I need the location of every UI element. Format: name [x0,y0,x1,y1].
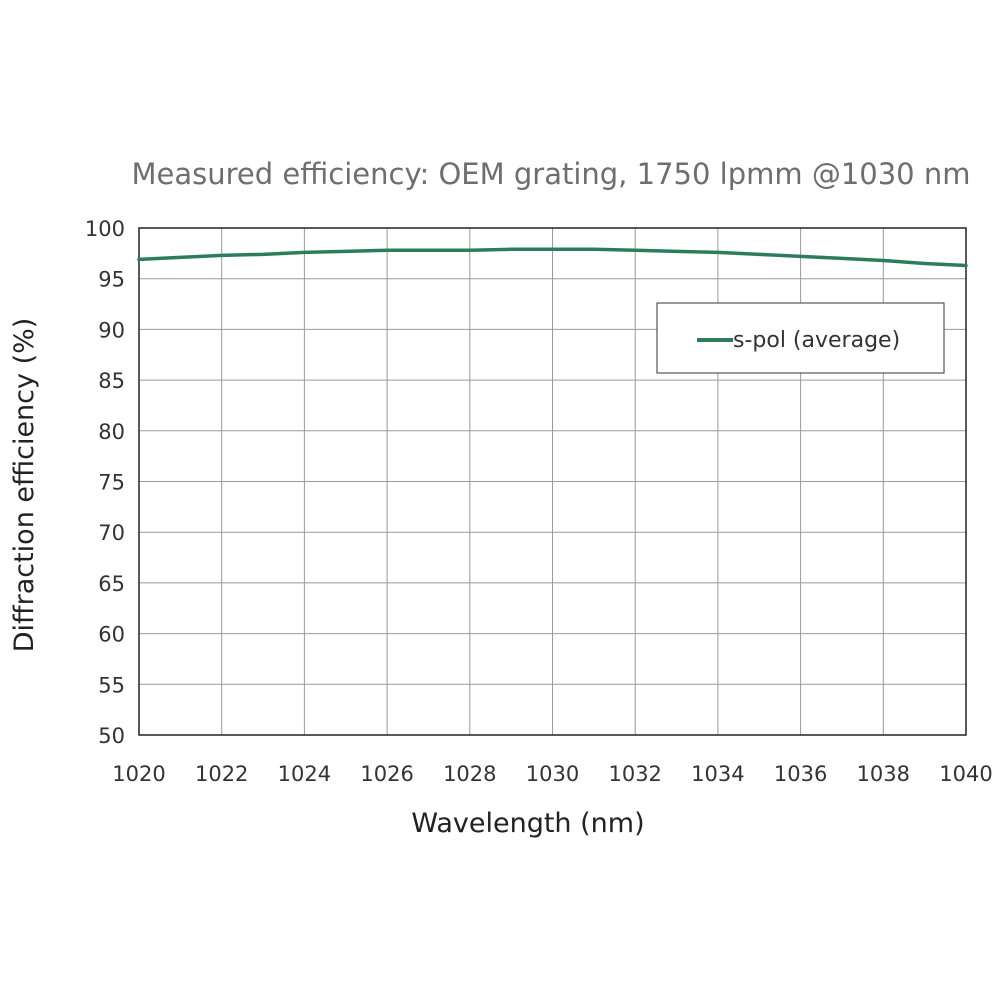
y-tick-label: 75 [98,471,125,495]
x-tick-label: 1032 [608,762,661,786]
x-tick-label: 1040 [939,762,992,786]
x-tick-label: 1030 [526,762,579,786]
x-tick-labels: 1020 1022 1024 1026 1028 1030 1032 1034 1036 1038… [112,762,992,786]
legend: s-pol (average) [656,302,945,374]
y-tick-label: 90 [98,318,125,342]
y-tick-label: 65 [98,572,125,596]
y-tick-label: 70 [98,521,125,545]
x-tick-label: 1026 [360,762,413,786]
legend-entry-label: s-pol (average) [733,328,900,353]
series-line [137,247,968,268]
y-axis-label: Diffraction efficiency (%) [9,318,40,653]
y-tick-label: 80 [98,420,125,444]
x-tick-label: 1024 [278,762,331,786]
chart-title: Measured efficiency: OEM grating, 1750 l… [132,157,971,191]
y-tick-label: 95 [98,268,125,292]
x-tick-label: 1038 [857,762,910,786]
y-tick-label: 100 [85,217,125,241]
x-tick-label: 1034 [691,762,744,786]
x-axis-label: Wavelength (nm) [411,808,644,839]
x-tick-label: 1020 [112,762,165,786]
y-tick-label: 55 [98,673,125,697]
x-tick-label: 1022 [195,762,248,786]
x-tick-label: 1028 [443,762,496,786]
y-tick-labels: 50 55 60 65 70 75 80 85 90 95 100 [85,217,125,748]
y-tick-label: 85 [98,369,125,393]
series-layer [137,247,968,268]
y-tick-label: 60 [98,623,125,647]
y-tick-label: 50 [98,724,125,748]
plot-frame [138,227,967,736]
x-tick-label: 1036 [774,762,827,786]
